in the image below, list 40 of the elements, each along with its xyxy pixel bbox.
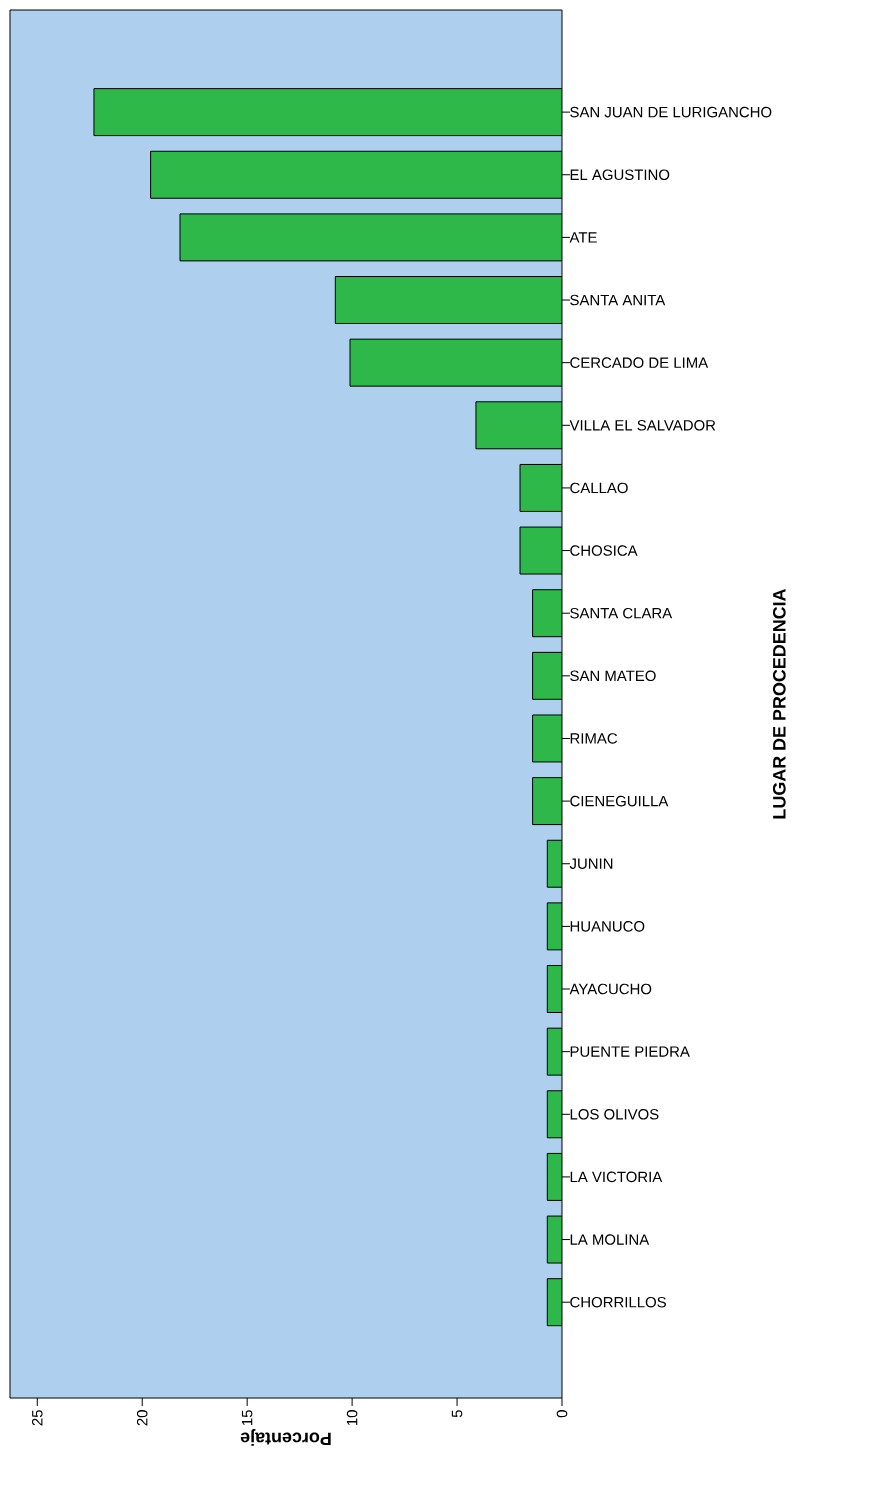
y-tick-label: CHORRILLOS — [570, 1296, 666, 1308]
y-tick-label: CALLAO — [570, 482, 628, 494]
x-tick-label: 0 — [556, 1410, 568, 1418]
y-tick-label: HUANUCO — [570, 921, 645, 932]
bar — [475, 401, 562, 450]
y-tick-label: JUNIN — [569, 858, 613, 869]
y-tick-label: CHOSICA — [570, 545, 638, 556]
bar — [93, 88, 562, 137]
x-tick-label: 25 — [31, 1410, 43, 1426]
y-tick-label: ATE — [569, 232, 597, 243]
bar — [150, 150, 562, 199]
y-tick-label: SAN MATEO — [570, 670, 656, 682]
x-tick-label: 15 — [241, 1410, 253, 1425]
y-tick-label: CIENEGUILLA — [570, 795, 669, 807]
y-tick-label: RIMAC — [570, 733, 618, 744]
bar — [532, 589, 562, 638]
x-tick-label: 5 — [451, 1410, 463, 1418]
x-tick-label: 10 — [346, 1410, 358, 1425]
y-tick-label: SANTA CLARA — [570, 607, 673, 619]
y-tick-label: LOS OLIVOS — [570, 1108, 659, 1120]
y-axis-title: LUGAR DE PROCEDENCIA — [772, 588, 786, 819]
bar — [532, 714, 562, 763]
x-tick-label: 20 — [136, 1410, 148, 1426]
y-tick-label: SAN JUAN DE LURIGANCHO — [570, 106, 772, 118]
bar — [349, 338, 562, 387]
bar — [532, 651, 562, 700]
y-tick-label: PUENTE PIEDRA — [570, 1046, 690, 1057]
bar — [334, 276, 562, 325]
y-tick-label: VILLA EL SALVADOR — [569, 420, 716, 431]
y-tick-label: LA VICTORIA — [570, 1171, 663, 1183]
bar — [519, 463, 562, 512]
y-tick-label: EL AGUSTINO — [570, 169, 670, 181]
x-axis-title: Porcentaje — [240, 1428, 331, 1446]
y-tick-label: SANTA ANITA — [570, 294, 666, 306]
bar — [532, 777, 562, 826]
y-tick-label: AYACUCHO — [569, 983, 652, 995]
y-tick-label: CERCADO DE LIMA — [570, 357, 709, 368]
y-tick-label: LA MOLINA — [570, 1234, 650, 1245]
bar — [179, 213, 562, 262]
bar — [519, 526, 562, 575]
